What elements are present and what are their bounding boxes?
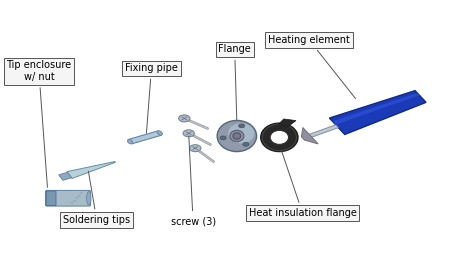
- Text: Fixing pipe: Fixing pipe: [125, 63, 178, 133]
- Polygon shape: [128, 131, 162, 144]
- Ellipse shape: [217, 120, 256, 152]
- Text: screw (3): screw (3): [171, 136, 216, 226]
- Polygon shape: [302, 128, 318, 144]
- Circle shape: [189, 145, 201, 152]
- Ellipse shape: [228, 123, 254, 143]
- Ellipse shape: [230, 130, 244, 142]
- Circle shape: [179, 115, 190, 122]
- Ellipse shape: [270, 130, 288, 144]
- Circle shape: [243, 143, 249, 146]
- Ellipse shape: [261, 123, 298, 152]
- Ellipse shape: [87, 191, 91, 205]
- Polygon shape: [67, 162, 115, 178]
- Circle shape: [183, 130, 194, 137]
- Text: Tip enclosure
w/ nut: Tip enclosure w/ nut: [6, 60, 72, 187]
- FancyBboxPatch shape: [45, 190, 90, 206]
- FancyBboxPatch shape: [46, 191, 56, 206]
- Text: Heat insulation flange: Heat insulation flange: [249, 151, 356, 218]
- Polygon shape: [303, 125, 338, 139]
- Ellipse shape: [157, 131, 162, 135]
- Circle shape: [238, 124, 245, 128]
- Text: Heating element: Heating element: [268, 35, 356, 99]
- Ellipse shape: [233, 133, 241, 139]
- Text: Soldering tips: Soldering tips: [63, 171, 130, 225]
- Polygon shape: [279, 119, 296, 126]
- Ellipse shape: [127, 139, 133, 144]
- Polygon shape: [329, 91, 426, 134]
- Polygon shape: [333, 93, 419, 125]
- Polygon shape: [58, 172, 72, 180]
- Text: Flange: Flange: [218, 44, 251, 120]
- Circle shape: [220, 136, 226, 140]
